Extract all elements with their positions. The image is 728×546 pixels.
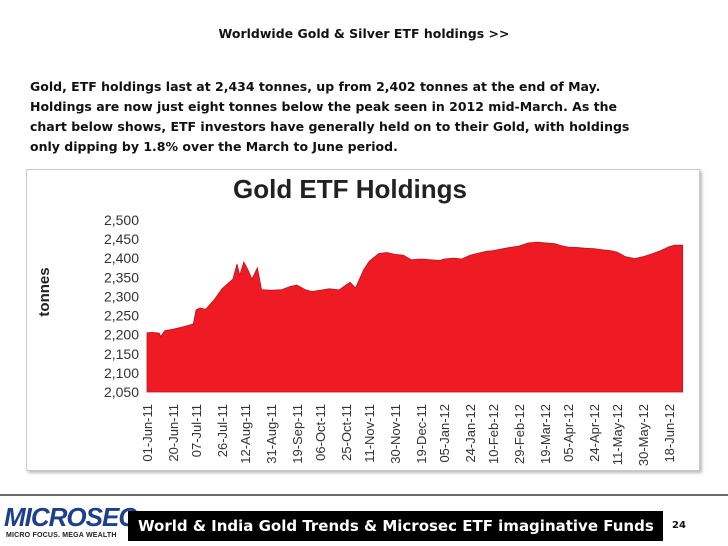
holdings-area [146, 241, 683, 393]
summary-text: Gold, ETF holdings last at 2,434 tonnes,… [30, 77, 710, 157]
footer-divider [0, 494, 728, 496]
x-axis-ticks: 01-Jun-11 20-Jun-11 07-Jul-11 26-Jul-11 12-A… [140, 404, 677, 466]
x-tick-label: 30-Nov-11 [388, 404, 403, 464]
y-tick-label: 2,100 [104, 365, 139, 381]
y-tick-label: 2,350 [104, 269, 139, 285]
summary-line-4: only dipping by 1.8% over the March to J… [30, 139, 398, 154]
y-tick-label: 2,050 [104, 384, 139, 400]
x-tick-label: 24-Jan-12 [463, 404, 478, 463]
gold-etf-chart: Gold ETF Holdings tonnes 2,500 2,450 2,400… [36, 174, 683, 466]
logo-wordmark: MICROSEC [4, 502, 137, 532]
logo-tagline: MICRO FOCUS. MEGA WEALTH [6, 532, 117, 539]
chart-frame: Gold ETF Holdings tonnes 2,500 2,450 2,400… [26, 169, 700, 471]
x-tick-label: 05-Apr-12 [561, 404, 576, 462]
x-tick-label: 29-Feb-12 [512, 404, 527, 464]
x-tick-label: 01-Jun-11 [140, 404, 155, 462]
x-tick-label: 11-May-12 [610, 404, 625, 465]
y-tick-label: 2,250 [104, 308, 139, 324]
x-tick-label: 10-Feb-12 [486, 404, 501, 464]
x-tick-label: 20-Jun-11 [166, 404, 181, 462]
y-axis-label: tonnes [36, 267, 53, 316]
x-tick-label: 07-Jul-11 [189, 404, 204, 457]
x-tick-label: 11-Nov-11 [362, 404, 377, 463]
y-tick-label: 2,150 [104, 346, 139, 362]
x-tick-label: 24-Apr-12 [587, 404, 602, 462]
y-tick-label: 2,400 [104, 250, 139, 266]
summary-line-1: Gold, ETF holdings last at 2,434 tonnes,… [30, 79, 601, 94]
summary-line-3: chart below shows, ETF investors have ge… [30, 119, 630, 134]
x-tick-label: 26-Jul-11 [215, 404, 230, 457]
x-tick-label: 12-Aug-11 [238, 404, 253, 464]
y-tick-label: 2,500 [104, 212, 139, 228]
y-tick-label: 2,200 [104, 327, 139, 343]
page-number: 24 [672, 520, 686, 531]
x-tick-label: 31-Aug-11 [264, 404, 279, 464]
x-tick-label: 25-Oct-11 [339, 404, 354, 461]
summary-line-2: Holdings are now just eight tonnes below… [30, 99, 617, 114]
chart-title: Gold ETF Holdings [233, 174, 467, 204]
x-tick-label: 19-Dec-11 [414, 404, 429, 464]
x-tick-label: 30-May-12 [636, 404, 651, 466]
x-tick-label: 06-Oct-11 [313, 404, 328, 461]
microsec-logo: MICROSEC MICRO FOCUS. MEGA WEALTH [4, 500, 137, 544]
x-tick-label: 05-Jan-12 [437, 404, 452, 463]
y-tick-label: 2,300 [104, 288, 139, 304]
y-tick-label: 2,450 [104, 231, 139, 247]
y-axis-ticks: 2,500 2,450 2,400 2,350 2,300 2,250 2,200 2,150… [104, 212, 139, 400]
x-tick-label: 18-Jun-12 [662, 404, 677, 463]
x-tick-label: 19-Mar-12 [538, 404, 553, 464]
x-tick-label: 19-Sep-11 [290, 404, 305, 464]
footer-title: World & India Gold Trends & Microsec ETF… [128, 511, 663, 541]
slide-title: Worldwide Gold & Silver ETF holdings >> [218, 26, 510, 41]
